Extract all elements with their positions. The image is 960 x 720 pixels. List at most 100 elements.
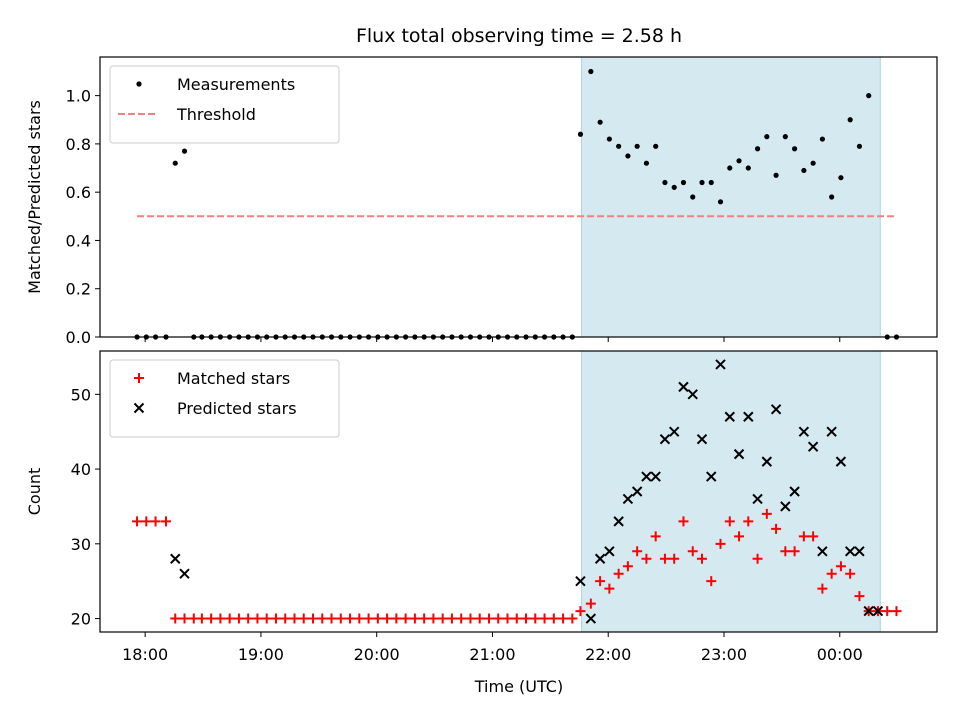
data-point: [829, 194, 835, 200]
data-point: [696, 553, 707, 564]
data-point: [752, 553, 763, 564]
data-point: [409, 613, 420, 624]
data-point: [717, 199, 724, 205]
data-point: [773, 172, 779, 178]
data-point: [844, 546, 856, 557]
data-point: [270, 613, 281, 624]
data-point: [521, 613, 532, 624]
data-point: [789, 486, 800, 497]
observing-window-band: [581, 56, 881, 338]
y-tick-label: 0.0: [66, 328, 91, 347]
data-point: [289, 613, 300, 624]
x-tick-label: 21:00: [469, 645, 515, 664]
data-point: [653, 143, 659, 149]
data-point: [863, 605, 874, 617]
data-point: [770, 404, 782, 415]
data-point: [754, 146, 761, 152]
legend-label: Predicted stars: [177, 399, 297, 418]
y-tick-label: 0.6: [66, 183, 91, 202]
data-point: [808, 531, 819, 542]
data-point: [771, 523, 782, 534]
data-point: [502, 613, 513, 624]
plot-frame: [99, 56, 938, 338]
data-point: [782, 134, 788, 140]
data-point: [736, 158, 742, 164]
x-tick-label: 00:00: [817, 645, 863, 664]
count-panel: 20 30 40 50 18:00 19:00 20:00 21:00 22:00 23:00 00…: [25, 350, 938, 664]
data-point: [179, 613, 190, 624]
data-point: [650, 531, 661, 542]
data-point: [372, 613, 383, 624]
chart-title: Flux total observing time = 2.58 h: [356, 25, 682, 47]
data-point: [400, 613, 411, 624]
data-point: [493, 613, 504, 624]
data-point: [632, 546, 643, 557]
data-point: [446, 613, 457, 624]
data-point: [604, 546, 615, 557]
legend-label: Matched stars: [177, 369, 290, 388]
data-point: [780, 546, 791, 557]
x-tick-label: 18:00: [122, 645, 168, 664]
observing-window-band: [581, 350, 881, 633]
data-point: [215, 613, 226, 624]
y-tick-label: 30: [71, 535, 91, 554]
ratio-panel: 0.0 0.2 0.4 0.6 0.8 1.0 Matched/Predicted star…: [25, 56, 938, 347]
data-point: [866, 93, 872, 99]
x-tick-label: 20:00: [354, 645, 400, 664]
data-point: [745, 165, 751, 171]
data-point: [819, 136, 825, 142]
data-point: [641, 553, 652, 564]
data-point: [854, 591, 865, 602]
data-point: [838, 175, 844, 181]
data-point: [650, 471, 661, 482]
y-tick-label: 50: [71, 385, 91, 404]
data-point: [724, 411, 735, 422]
data-point: [622, 493, 634, 505]
y-tick-label: 1.0: [66, 87, 91, 106]
data-point: [643, 160, 650, 166]
data-point: [641, 471, 652, 482]
y-tick-label: 40: [71, 460, 91, 479]
legend-label: Threshold: [176, 105, 256, 124]
data-point: [224, 613, 235, 624]
data-point: [345, 613, 356, 624]
data-point: [856, 143, 863, 149]
data-point: [170, 553, 181, 564]
data-point: [801, 167, 807, 174]
data-point: [172, 160, 178, 166]
data-point: [530, 613, 541, 624]
data-point: [678, 381, 689, 393]
data-point: [428, 613, 439, 624]
data-point: [465, 613, 476, 624]
data-point: [567, 613, 578, 624]
legend-marker-swatch: [133, 402, 145, 414]
data-point: [150, 516, 161, 527]
data-point: [317, 613, 328, 624]
data-point: [659, 553, 670, 564]
data-point: [798, 426, 810, 437]
data-point: [706, 576, 717, 587]
data-point: [671, 184, 677, 190]
data-point: [585, 598, 596, 609]
data-point: [196, 613, 207, 624]
data-point: [715, 538, 726, 549]
data-point: [233, 613, 244, 624]
data-point: [243, 613, 254, 624]
data-point: [810, 160, 816, 166]
y-axis-label: Count: [25, 468, 44, 516]
data-point: [764, 134, 770, 140]
data-point: [662, 179, 668, 186]
data-point: [625, 153, 631, 159]
data-point: [715, 359, 726, 370]
data-point: [761, 456, 773, 467]
data-point: [280, 613, 291, 624]
data-point: [613, 568, 624, 579]
data-point: [872, 605, 884, 617]
data-point: [696, 433, 708, 445]
data-point: [678, 516, 689, 527]
data-point: [826, 426, 837, 437]
y-tick-label: 0.4: [66, 231, 91, 250]
data-point: [780, 501, 791, 512]
data-point: [634, 143, 640, 149]
